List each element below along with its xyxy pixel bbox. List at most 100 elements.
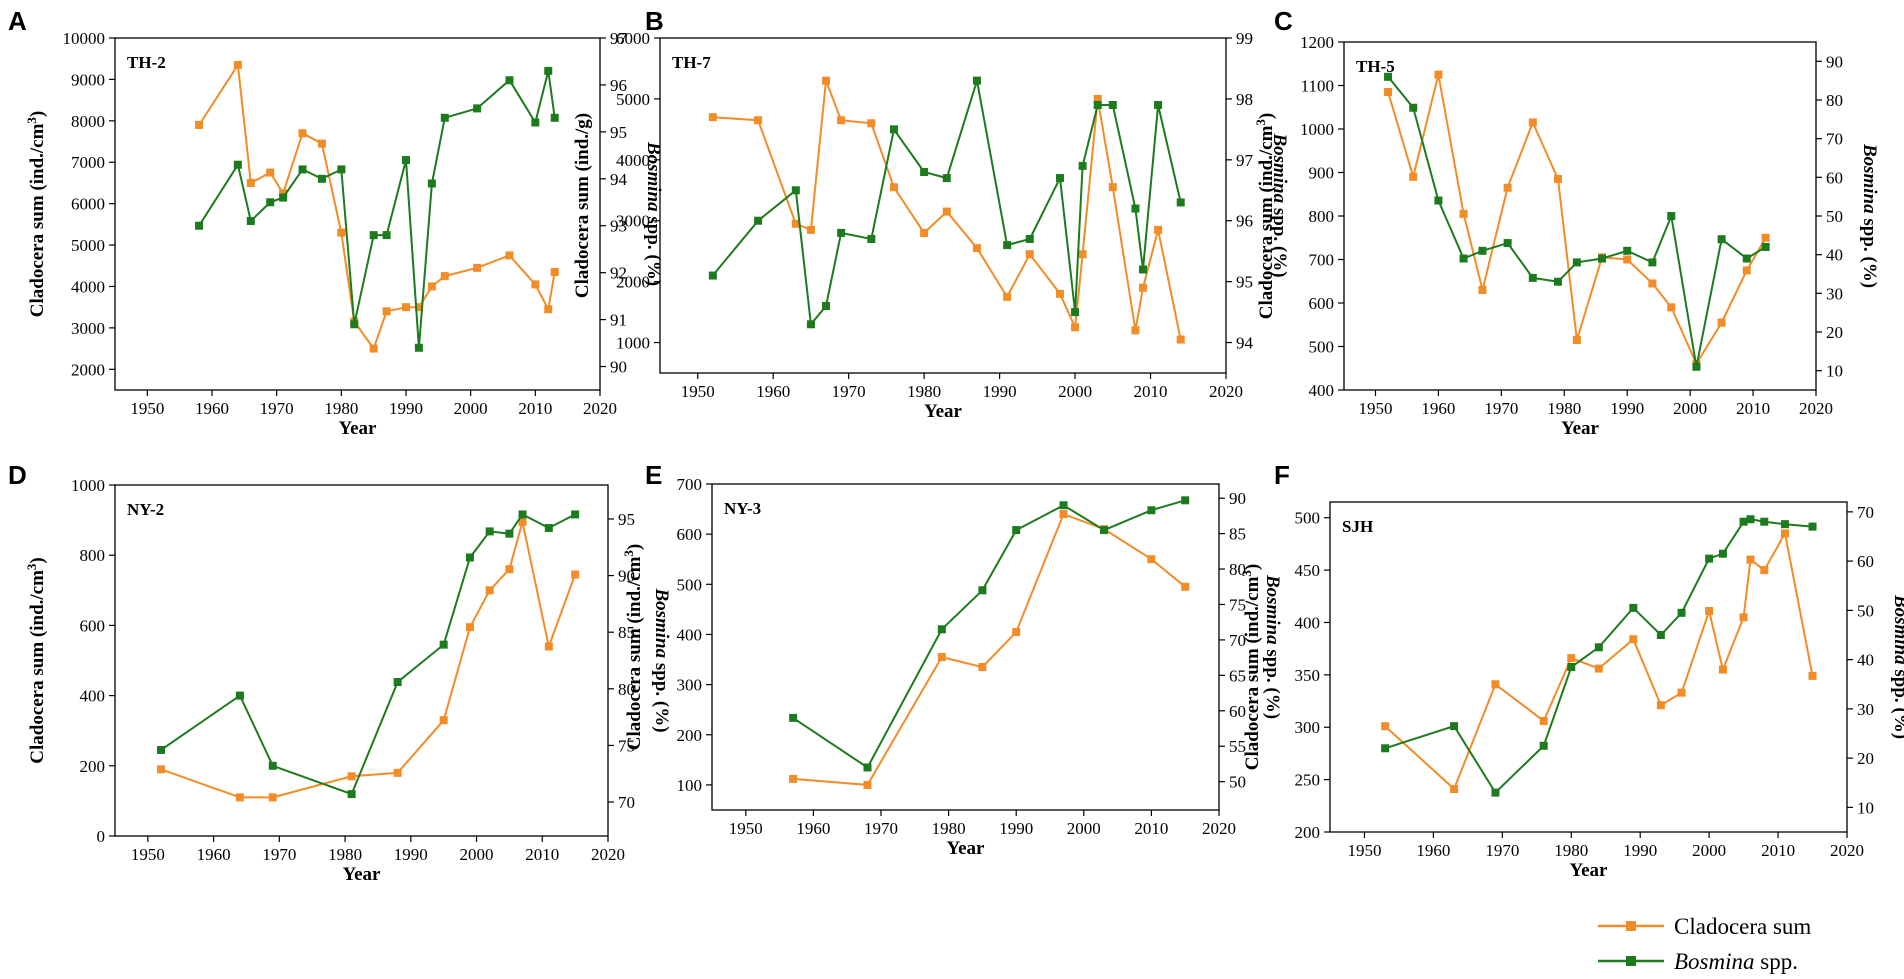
- panel-letter: E: [645, 460, 662, 490]
- y2-axis-label-rest: spp. (%): [1890, 665, 1904, 739]
- cladocera-point: [382, 307, 391, 316]
- y2-axis-label-rest: spp. (%): [1269, 203, 1290, 277]
- y-axis-label-main: Cladocera sum (ind./cm: [27, 123, 48, 317]
- cladocera-point: [505, 565, 514, 574]
- y2-axis-label: Bosmina spp. (%): [1859, 143, 1880, 288]
- y-axis-label-sup: 3: [621, 550, 636, 557]
- x-tick-label: 2010: [1736, 399, 1770, 418]
- bosmina-point: [1491, 788, 1500, 797]
- bosmina-point: [1656, 630, 1665, 639]
- x-axis-label: Year: [924, 401, 963, 422]
- y2-tick-label: 65: [1229, 666, 1246, 685]
- y-tick-label: 700: [677, 475, 703, 494]
- cladocera-point: [518, 517, 527, 526]
- y2-axis-label-italic: Bosmina: [643, 141, 664, 212]
- cladocera-point: [1384, 88, 1393, 97]
- cladocera-point: [863, 780, 872, 789]
- y2-tick-label: 80: [1826, 91, 1843, 110]
- bosmina-point: [822, 302, 831, 310]
- y-axis-label-main: Cladocera sum (ind./cm: [27, 570, 48, 764]
- y-axis-label: Cladocera sum (ind./cm3): [621, 544, 646, 751]
- bosmina-point: [920, 168, 929, 176]
- y-axis-label-sup: 3: [24, 117, 39, 124]
- y2-tick-label: 10: [1826, 362, 1843, 381]
- y-axis-label: Cladocera sum (ind./cm3): [1239, 564, 1264, 771]
- bosmina-point: [889, 125, 898, 134]
- cladocera-point: [1572, 335, 1581, 344]
- bosmina-point: [1553, 277, 1562, 286]
- bosmina-point: [485, 527, 494, 536]
- cladocera-point: [1381, 722, 1390, 731]
- y2-tick-label: 20: [1826, 323, 1843, 342]
- x-tick-label: 2010: [1134, 382, 1168, 401]
- y-tick-label: 1000: [616, 334, 650, 353]
- bosmina-point: [754, 216, 763, 225]
- y-axis-label: Cladocera sum (ind./g): [572, 113, 593, 298]
- bosmina-point: [806, 320, 815, 329]
- cladocera-point: [544, 305, 553, 314]
- y2-axis-label-italic: Bosmina: [651, 587, 672, 658]
- bosmina-point: [942, 174, 951, 183]
- y2-tick-label: 60: [1826, 168, 1843, 187]
- bosmina-point: [439, 640, 448, 649]
- plot-frame: [711, 483, 1220, 811]
- y-tick-label: 7000: [71, 153, 105, 172]
- y-tick-label: 250: [1295, 771, 1321, 790]
- y2-tick-label: 97: [1236, 151, 1254, 170]
- cladocera-point: [1450, 785, 1459, 794]
- site-label: TH-2: [127, 53, 166, 72]
- y-axis-label-tail: ): [27, 557, 48, 563]
- bosmina-point: [1434, 196, 1443, 205]
- y-tick-label: 2000: [71, 360, 105, 379]
- x-axis-label: Year: [947, 838, 986, 859]
- bosmina-point: [1594, 643, 1603, 652]
- bosmina-point: [544, 66, 553, 75]
- cladocera-point: [1012, 627, 1021, 636]
- y-tick-label: 4000: [616, 151, 650, 170]
- cladocera-point: [1147, 555, 1156, 564]
- cladocera-point: [1656, 701, 1665, 710]
- plot-frame: [114, 484, 609, 837]
- y-tick-label: 400: [677, 625, 703, 644]
- bosmina-point: [505, 76, 514, 85]
- y-axis-label-tail: ): [1256, 113, 1277, 119]
- y-tick-label: 6000: [71, 195, 105, 214]
- x-tick-label: 1960: [756, 382, 790, 401]
- y-tick-label: 400: [1309, 381, 1335, 400]
- y-axis-label-main: Cladocera sum (ind./cm: [1242, 576, 1263, 770]
- site-label: TH-7: [672, 53, 711, 72]
- bosmina-point: [1718, 549, 1727, 558]
- cladocera-point: [298, 129, 307, 138]
- bosmina-point: [1780, 520, 1789, 529]
- bosmina-point: [235, 691, 244, 700]
- x-tick-label: 2010: [1134, 819, 1168, 838]
- y-tick-label: 450: [1295, 561, 1321, 580]
- x-tick-label: 1960: [796, 819, 830, 838]
- y2-tick-label: 55: [1229, 737, 1246, 756]
- cladocera-point: [369, 344, 378, 353]
- bosmina-point: [1108, 101, 1117, 109]
- bosmina-point: [863, 763, 872, 772]
- y2-tick-label: 70: [1229, 631, 1246, 650]
- bosmina-point: [1409, 103, 1418, 112]
- y-tick-label: 200: [677, 726, 703, 745]
- bosmina-point: [1528, 273, 1537, 282]
- x-tick-label: 2020: [583, 399, 617, 418]
- cladocera-point: [1459, 209, 1468, 218]
- x-tick-label: 1980: [1547, 399, 1581, 418]
- bosmina-point: [414, 343, 423, 352]
- bosmina-point: [1692, 362, 1701, 371]
- plot-frame: [114, 37, 601, 391]
- legend-cladocera-label: Cladocera sum: [1674, 914, 1811, 939]
- y2-tick-label: 92: [610, 264, 627, 283]
- y-axis-label-tail: ): [1242, 564, 1263, 570]
- x-tick-label: 2000: [1673, 399, 1707, 418]
- y-tick-label: 700: [1309, 251, 1335, 270]
- bosmina-point: [1503, 239, 1512, 248]
- bosmina-point: [978, 586, 987, 595]
- bosmina-point: [1071, 308, 1080, 317]
- bosmina-point: [1181, 496, 1190, 505]
- cladocera-point: [427, 282, 436, 291]
- bosmina-point: [337, 165, 346, 174]
- y2-tick-label: 90: [618, 567, 635, 586]
